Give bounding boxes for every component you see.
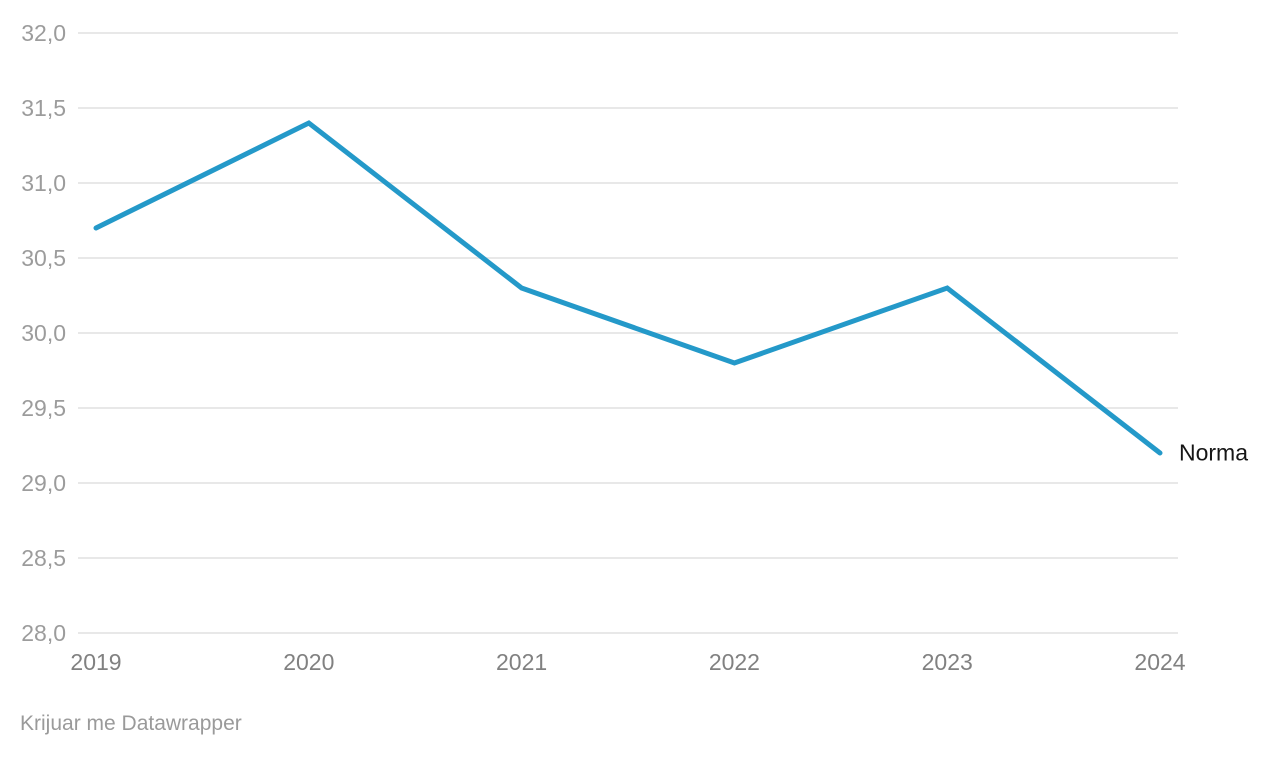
series-label-norma: Norma [1179,439,1249,466]
y-axis-tick-label: 28,5 [21,545,66,571]
x-axis-tick-label: 2024 [1134,649,1185,675]
y-axis-tick-label: 31,5 [21,95,66,121]
datawrapper-attribution-link[interactable]: Krijuar me Datawrapper [20,712,242,735]
x-axis-tick-label: 2023 [922,649,973,675]
y-axis-tick-label: 29,0 [21,470,66,496]
y-axis-tick-label: 28,0 [21,620,66,646]
x-axis-tick-label: 2022 [709,649,760,675]
y-axis-tick-label: 32,0 [21,20,66,46]
data-line-norma [93,120,1163,456]
x-axis-tick-label: 2021 [496,649,547,675]
y-axis-tick-label: 29,5 [21,395,66,421]
x-axis-tick-label: 2020 [283,649,334,675]
y-axis-tick-label: 30,5 [21,245,66,271]
y-axis-tick-label: 31,0 [21,170,66,196]
y-axis-tick-label: 30,0 [21,320,66,346]
x-axis-tick-label: 2019 [70,649,121,675]
